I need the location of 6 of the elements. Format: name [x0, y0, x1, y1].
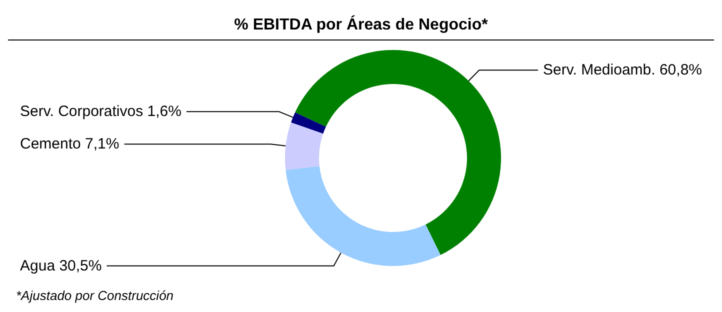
chart-title: % EBITDA por Áreas de Negocio* [234, 14, 489, 34]
slice-label: Serv. Medioamb. 60,8% [543, 62, 702, 79]
slice-label: Agua 30,5% [20, 257, 102, 274]
slice-label: Serv. Corporativos 1,6% [20, 103, 182, 120]
text: *Ajustado por Construcción [16, 288, 174, 303]
slice-label: Cemento 7,1% [20, 136, 120, 153]
